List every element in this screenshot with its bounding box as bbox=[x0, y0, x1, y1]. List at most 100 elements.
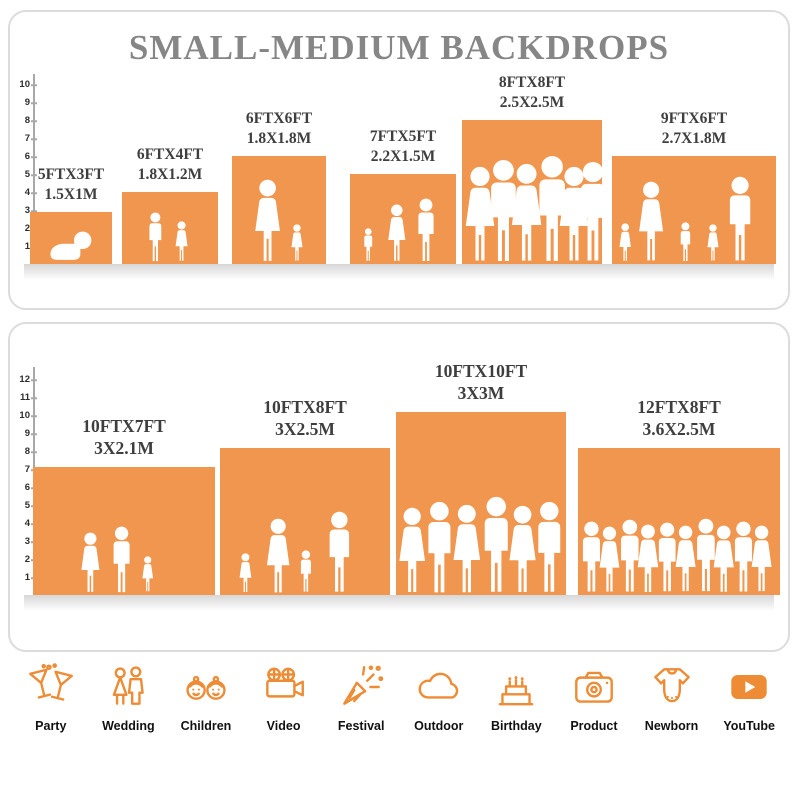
ruler-number: 1 bbox=[12, 573, 30, 583]
category-product: Product bbox=[555, 662, 633, 733]
size-ft-label: 10FTX7FT bbox=[82, 415, 166, 436]
size-ft-label: 6FTX4FT bbox=[136, 145, 204, 163]
category-newborn: Newborn bbox=[633, 662, 711, 733]
floor-shadow bbox=[24, 595, 774, 611]
crawling-baby-silhouette-icon bbox=[50, 231, 92, 260]
size-m-label: 2.2X1.5M bbox=[370, 147, 436, 165]
category-label: Wedding bbox=[102, 719, 155, 733]
category-birthday: Birthday bbox=[478, 662, 556, 733]
backdrop-option-8x8: 8FTX8FT 2.5X2.5M bbox=[462, 73, 602, 264]
page-title: SMALL-MEDIUM BACKDROPS bbox=[128, 28, 670, 67]
category-label: Newborn bbox=[644, 719, 699, 733]
category-wedding: Wedding bbox=[90, 662, 168, 733]
bar-label: 7FTX5FT 2.2X1.5M bbox=[370, 127, 436, 167]
size-m-label: 3X2.5M bbox=[275, 419, 335, 440]
height-ruler-top: 1 2 3 4 5 6 7 8 9 10 bbox=[12, 74, 42, 264]
ruler-number: 3 bbox=[12, 206, 30, 216]
backdrop-bar bbox=[396, 412, 566, 595]
size-ft-label: 6FTX6FT bbox=[245, 109, 313, 127]
category-video: Video bbox=[245, 662, 323, 733]
ruler-number: 6 bbox=[12, 483, 30, 493]
size-ft-label: 10FTX10FT bbox=[434, 360, 528, 381]
family-silhouette-icon bbox=[239, 511, 350, 593]
ruler-number: 2 bbox=[12, 555, 30, 565]
category-festival: Festival bbox=[322, 662, 400, 733]
category-label: Product bbox=[570, 719, 618, 733]
children-icon bbox=[186, 675, 226, 700]
backdrop-bar bbox=[612, 156, 776, 264]
floor-shadow bbox=[24, 264, 774, 280]
newborn-icon bbox=[653, 668, 690, 703]
category-party: Party bbox=[12, 662, 90, 733]
wedding-icon bbox=[113, 666, 145, 705]
ruler-number: 10 bbox=[12, 411, 30, 421]
ruler-number: 7 bbox=[12, 465, 30, 475]
category-label: Party bbox=[35, 719, 67, 733]
bar-label: 6FTX4FT 1.8X1.2M bbox=[137, 145, 203, 185]
backdrop-bar bbox=[220, 448, 390, 595]
category-outdoor: Outdoor bbox=[400, 662, 478, 733]
ruler-number: 9 bbox=[12, 429, 30, 439]
category-label: Birthday bbox=[491, 719, 542, 733]
group-silhouette-icon bbox=[465, 156, 602, 262]
backdrop-bar bbox=[122, 192, 218, 264]
ruler-number: 8 bbox=[12, 116, 30, 126]
backdrop-option-5x3: 5FTX3FT 1.5X1M bbox=[30, 165, 112, 264]
category-list: Party Wedding bbox=[12, 662, 788, 733]
small-medium-panel: SMALL-MEDIUM BACKDROPS 1 2 3 4 5 6 7 8 9 10 5FTX3… bbox=[8, 10, 790, 310]
family-silhouette-icon bbox=[81, 526, 154, 593]
mother-and-child-silhouette-icon bbox=[255, 179, 303, 261]
group-silhouette-icon bbox=[399, 496, 561, 593]
size-ft-label: 10FTX8FT bbox=[263, 396, 347, 417]
bar-label: 8FTX8FT 2.5X2.5M bbox=[499, 73, 565, 113]
category-youtube: YouTube bbox=[710, 662, 788, 733]
bar-label: 6FTX6FT 1.8X1.8M bbox=[246, 109, 312, 149]
backdrop-option-10x8: 10FTX8FT 3X2.5M bbox=[220, 396, 390, 595]
size-m-label: 1.8X1.2M bbox=[137, 165, 203, 183]
ruler-number: 5 bbox=[12, 170, 30, 180]
backdrop-bar bbox=[33, 467, 215, 595]
outdoor-icon bbox=[418, 672, 458, 699]
backdrop-option-9x6: 9FTX6FT 2.7X1.8M bbox=[612, 109, 776, 264]
bar-label: 10FTX8FT 3X2.5M bbox=[263, 396, 347, 442]
size-ft-label: 5FTX3FT bbox=[37, 165, 105, 183]
ruler-number: 4 bbox=[12, 519, 30, 529]
bar-label: 5FTX3FT 1.5X1M bbox=[38, 165, 104, 205]
category-label: YouTube bbox=[723, 719, 775, 733]
bar-label: 10FTX10FT 3X3M bbox=[435, 360, 527, 406]
party-icon bbox=[28, 663, 73, 701]
size-m-label: 3.6X2.5M bbox=[642, 419, 716, 440]
backdrop-option-10x7: 10FTX7FT 3X2.1M bbox=[33, 415, 215, 595]
category-children: Children bbox=[167, 662, 245, 733]
birthday-icon bbox=[499, 676, 534, 706]
backdrop-bar bbox=[30, 212, 112, 264]
ruler-number: 2 bbox=[12, 224, 30, 234]
size-m-label: 2.7X1.8M bbox=[661, 129, 727, 147]
ruler-number: 4 bbox=[12, 188, 30, 198]
size-m-label: 1.8X1.8M bbox=[246, 129, 312, 147]
size-m-label: 1.5X1M bbox=[44, 185, 98, 203]
backdrop-option-12x8: 12FTX8FT 3.6X2.5M bbox=[578, 396, 780, 595]
backdrop-option-6x6: 6FTX6FT 1.8X1.8M bbox=[232, 109, 326, 264]
size-m-label: 2.5X2.5M bbox=[499, 93, 565, 111]
size-ft-label: 7FTX5FT bbox=[369, 127, 437, 145]
backdrop-option-7x5: 7FTX5FT 2.2X1.5M bbox=[350, 127, 456, 264]
size-ft-label: 9FTX6FT bbox=[660, 109, 728, 127]
size-ft-label: 12FTX8FT bbox=[637, 396, 721, 417]
backdrop-option-10x10: 10FTX10FT 3X3M bbox=[396, 360, 566, 595]
size-m-label: 3X2.1M bbox=[94, 438, 154, 459]
backdrop-bar bbox=[350, 174, 456, 264]
product-icon bbox=[575, 671, 613, 703]
ruler-number: 5 bbox=[12, 501, 30, 511]
ruler-number: 1 bbox=[12, 242, 30, 252]
backdrop-bar bbox=[232, 156, 326, 264]
backdrop-bar bbox=[578, 448, 780, 595]
size-ft-label: 8FTX8FT bbox=[498, 73, 566, 91]
category-label: Outdoor bbox=[414, 719, 464, 733]
category-label: Festival bbox=[337, 719, 385, 733]
category-label: Children bbox=[180, 719, 232, 733]
backdrop-bar bbox=[462, 120, 602, 264]
ruler-number: 6 bbox=[12, 152, 30, 162]
ruler-number: 9 bbox=[12, 98, 30, 108]
category-label: Video bbox=[266, 719, 301, 733]
